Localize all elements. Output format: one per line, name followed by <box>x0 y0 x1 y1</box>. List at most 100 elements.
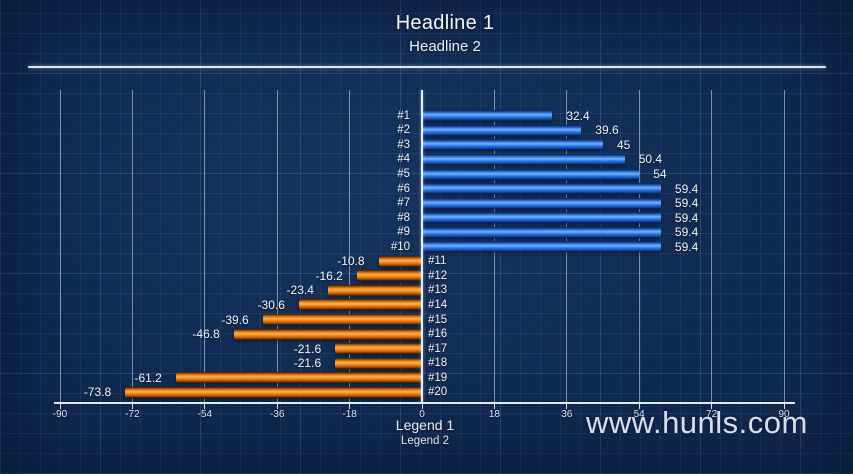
x-tick-label: 54 <box>633 409 645 420</box>
value-label: -21.6 <box>293 341 322 356</box>
category-label: #7 <box>397 197 410 210</box>
category-label: #4 <box>397 153 410 166</box>
bar-20 <box>125 386 422 398</box>
x-tick-mark <box>59 404 61 409</box>
category-label: #9 <box>397 226 410 239</box>
value-label: -61.2 <box>134 370 162 385</box>
plot-area: #1 32.4 #2 39.6 #3 45 #4 50.4 #5 54 #6 59.4 #7 59.4 #8… <box>59 90 785 403</box>
value-label: -16.2 <box>315 268 343 283</box>
x-axis-line <box>54 402 795 404</box>
category-label: #8 <box>397 211 410 224</box>
x-tick-mark <box>349 404 351 409</box>
category-label: #10 <box>390 240 410 253</box>
bar-3 <box>422 139 603 151</box>
legend-line-2: Legend 2 <box>401 435 449 447</box>
chart-header: Headline 1 Headline 2 <box>396 12 495 55</box>
category-label: #13 <box>428 284 448 297</box>
bar-10 <box>422 241 661 253</box>
value-label: -30.6 <box>257 297 285 312</box>
bar-5 <box>422 168 640 180</box>
bar-4 <box>422 153 625 165</box>
value-label: 50.4 <box>638 152 663 167</box>
category-label: #14 <box>428 298 448 311</box>
bar-19 <box>175 372 422 384</box>
x-tick-mark <box>276 404 278 409</box>
category-label: #1 <box>397 109 410 122</box>
watermark: www.hunls.com <box>586 405 808 440</box>
category-label: #2 <box>397 124 410 137</box>
category-label: #16 <box>428 328 448 341</box>
zero-axis-line <box>421 90 423 403</box>
category-label: #15 <box>428 313 448 326</box>
bar-12 <box>356 270 422 282</box>
x-tick-label: 72 <box>706 409 718 420</box>
category-label: #6 <box>397 182 410 195</box>
x-tick-label: -72 <box>125 409 140 420</box>
category-label: #18 <box>428 357 448 370</box>
x-tick-mark <box>783 404 785 409</box>
value-label: -73.8 <box>83 385 112 400</box>
value-label: 59.4 <box>674 210 699 225</box>
value-label: 59.4 <box>674 196 699 211</box>
x-tick-mark <box>711 404 713 409</box>
value-label: 39.6 <box>595 123 619 138</box>
bar-16 <box>233 328 422 340</box>
value-label: -21.6 <box>293 356 322 371</box>
category-label: #19 <box>428 371 448 384</box>
bar-2 <box>422 124 582 136</box>
legend-line-1: Legend 1 <box>395 417 455 433</box>
bar-1 <box>422 110 553 122</box>
bar-17 <box>335 343 422 355</box>
value-label: 59.4 <box>674 181 699 196</box>
category-label: #17 <box>428 342 448 355</box>
value-label: -39.6 <box>221 312 249 327</box>
value-label: 54 <box>653 167 667 181</box>
x-tick-label: 36 <box>561 409 573 420</box>
value-label: -23.4 <box>286 283 314 298</box>
value-label: 59.4 <box>674 239 699 254</box>
x-tick-label: 90 <box>778 409 790 420</box>
category-label: #5 <box>397 168 410 180</box>
chart-legend: Legend 1 Legend 2 <box>396 417 454 447</box>
x-tick-mark <box>204 404 206 409</box>
category-label: #20 <box>428 386 448 399</box>
x-axis: -90 -72 -54 -36 -18 0 18 36 54 72 90 <box>53 404 790 428</box>
gridline <box>349 90 351 403</box>
x-tick-label: -54 <box>197 409 213 420</box>
bar-9 <box>422 226 661 238</box>
chart-subtitle: Headline 2 <box>409 38 481 55</box>
category-label: #12 <box>428 269 448 282</box>
x-tick-mark <box>566 404 568 409</box>
bar-18 <box>335 357 422 369</box>
gridline <box>131 90 133 403</box>
bar-14 <box>298 299 422 311</box>
x-tick-mark <box>493 404 495 409</box>
gridline <box>59 90 61 403</box>
bar-8 <box>422 212 661 224</box>
chart-title: Headline 1 <box>395 12 495 34</box>
value-label: -10.8 <box>337 254 365 269</box>
bar-13 <box>327 284 422 296</box>
bar-7 <box>422 197 661 209</box>
bar-15 <box>262 314 422 325</box>
x-tick-label: -18 <box>342 409 357 420</box>
x-tick-label: 0 <box>419 409 425 420</box>
x-tick-mark <box>421 404 423 409</box>
value-label: 59.4 <box>674 225 699 240</box>
category-label: #3 <box>397 138 410 151</box>
gridline <box>276 90 278 403</box>
x-tick-mark <box>638 404 640 409</box>
x-tick-label: -36 <box>269 409 285 420</box>
x-tick-mark <box>131 404 133 409</box>
gridline <box>711 90 713 403</box>
bar-6 <box>422 183 661 195</box>
x-tick-label: 18 <box>488 409 500 420</box>
value-label: 45 <box>617 137 631 152</box>
bar-11 <box>378 255 422 267</box>
value-label: -46.8 <box>192 327 220 342</box>
gridline <box>783 90 785 403</box>
value-label: 32.4 <box>566 108 590 123</box>
category-label: #11 <box>428 255 447 268</box>
gridline <box>204 90 206 403</box>
